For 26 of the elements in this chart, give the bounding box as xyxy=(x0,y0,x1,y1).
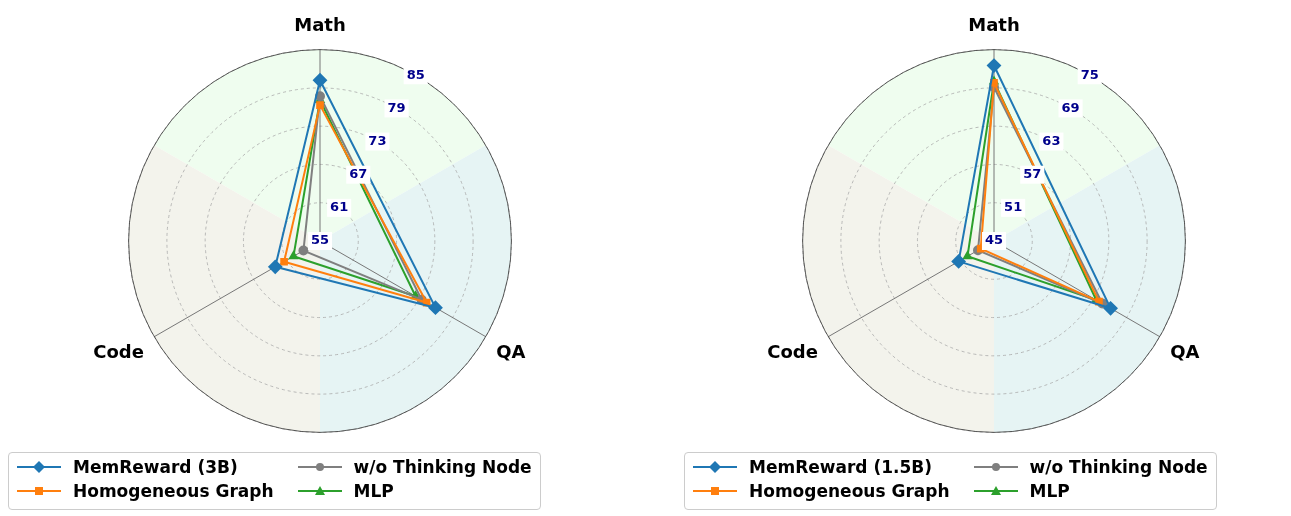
spoke-label: QA xyxy=(496,341,526,363)
y-tick-label: 51 xyxy=(1004,199,1023,215)
legend-label: MLP xyxy=(1029,481,1070,501)
y-tick-label: 79 xyxy=(387,99,406,115)
y-tick-label: 75 xyxy=(1080,66,1099,82)
spoke-label: Code xyxy=(767,341,818,363)
y-tick-label: 73 xyxy=(368,132,387,148)
spoke-label: Math xyxy=(968,14,1020,36)
legend-label: Homogeneous Graph xyxy=(749,481,950,501)
legend-label: MemReward (3B) xyxy=(73,457,238,477)
y-tick-label: 67 xyxy=(349,166,368,182)
y-tick-label: 69 xyxy=(1061,99,1080,115)
spoke-label: Code xyxy=(93,341,144,363)
y-tick-label: 45 xyxy=(984,232,1004,248)
y-tick-label: 55 xyxy=(310,232,330,248)
legend-label: MemReward (1.5B) xyxy=(749,457,933,477)
y-tick-label: 85 xyxy=(406,66,425,82)
legend-label: MLP xyxy=(353,481,394,501)
legend-label: w/o Thinking Node xyxy=(1029,457,1208,477)
legend-label: Homogeneous Graph xyxy=(73,481,274,501)
spoke-label: QA xyxy=(1170,341,1200,363)
legend-label: w/o Thinking Node xyxy=(353,457,532,477)
y-tick-label: 61 xyxy=(330,199,349,215)
y-tick-label: 63 xyxy=(1042,132,1061,148)
spoke-label: Math xyxy=(294,14,346,36)
y-tick-label: 57 xyxy=(1023,166,1042,182)
